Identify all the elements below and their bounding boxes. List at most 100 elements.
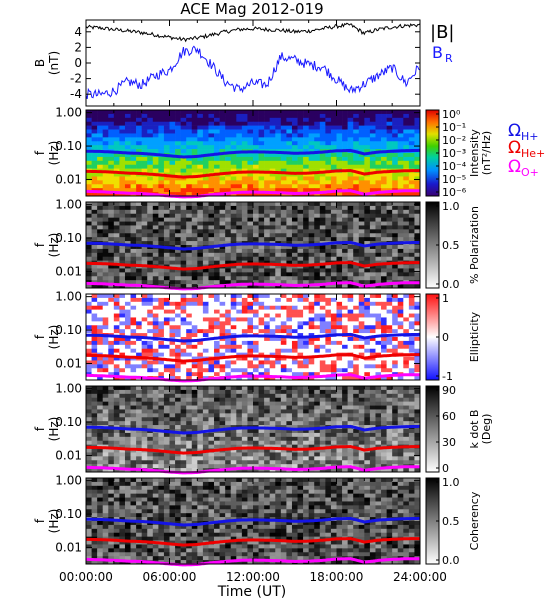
spectrogram-cell <box>130 133 137 138</box>
spectrogram-cell <box>158 276 165 281</box>
spectrogram-cell <box>158 364 165 369</box>
spectrogram-cell <box>392 317 399 322</box>
spectrogram-cell <box>319 340 326 346</box>
spectrogram-cell <box>280 389 287 395</box>
spectrogram-cell <box>403 329 410 334</box>
spectrogram-cell <box>86 360 92 365</box>
spectrogram-cell <box>414 294 421 299</box>
spectrogram-cell <box>358 180 365 185</box>
spectrogram-cell <box>175 137 181 142</box>
spectrogram-cell <box>219 313 226 318</box>
spectrogram-cell <box>303 209 309 215</box>
spectrogram-cell <box>286 217 293 222</box>
spectrogram-cell <box>342 153 348 158</box>
spectrogram-cell <box>403 272 410 277</box>
spectrogram-cell <box>86 137 92 142</box>
spectrogram-cell <box>258 348 265 353</box>
spectrogram-cell <box>319 117 326 123</box>
spectrogram-cell <box>241 368 248 373</box>
spectrogram-cell <box>236 329 243 334</box>
spectrogram-cell <box>308 160 315 166</box>
spectrogram-cell <box>247 156 254 162</box>
spectrogram-cell <box>308 252 315 258</box>
spectrogram-cell <box>119 368 126 373</box>
spectrogram-cell <box>319 172 326 177</box>
spectrogram-cell <box>325 429 332 434</box>
spectrogram-cell <box>347 309 354 314</box>
spectrogram-cell <box>286 164 293 169</box>
spectrogram-cell <box>97 164 103 169</box>
spectrogram-cell <box>303 429 309 434</box>
spectrogram-cell <box>202 393 209 399</box>
spectrogram-cell <box>414 321 421 326</box>
spectrogram-cell <box>342 284 348 289</box>
spectrogram-cell <box>358 337 365 342</box>
spectrogram-cell <box>191 389 198 395</box>
spectrogram-cell <box>236 280 243 285</box>
spectrogram-cell <box>414 184 421 189</box>
spectrogram-cell <box>241 121 248 126</box>
spectrogram-cell <box>186 397 193 402</box>
spectrogram-cell <box>169 137 176 142</box>
spectrogram-cell <box>197 229 204 234</box>
spectrogram-cell <box>236 245 243 250</box>
spectrogram-cell <box>397 248 404 254</box>
spectrogram-cell <box>214 368 220 373</box>
spectrogram-cell <box>152 405 159 410</box>
spectrogram-cell <box>308 386 315 391</box>
spectrogram-cell <box>108 184 115 189</box>
spectrogram-cell <box>386 121 393 126</box>
spectrogram-cell <box>364 313 371 318</box>
spectrogram-cell <box>275 141 282 146</box>
spectrogram-cell <box>197 268 204 273</box>
spectrogram-cell <box>308 248 315 254</box>
spectrogram-cell <box>241 180 248 185</box>
spectrogram-cell <box>169 321 176 326</box>
spectrogram-cell <box>230 184 237 189</box>
spectrogram-cell <box>136 217 142 222</box>
spectrogram-cell <box>392 129 399 134</box>
spectrogram-cell <box>286 360 293 365</box>
spectrogram-cell <box>163 268 170 273</box>
spectrogram-cell <box>258 188 265 193</box>
spectrogram-cell <box>152 252 159 258</box>
spectrogram-cell <box>314 137 321 142</box>
spectrogram-cell <box>175 340 181 346</box>
spectrogram-cell <box>219 301 226 307</box>
spectrogram-cell <box>258 133 265 138</box>
spectrogram-cell <box>303 272 309 277</box>
spectrogram-cell <box>381 213 387 218</box>
spectrogram-cell <box>314 405 321 410</box>
spectrogram-cell <box>358 368 365 373</box>
spectrogram-cell <box>236 393 243 399</box>
spectrogram-cell <box>369 241 376 246</box>
spectrogram-cell <box>364 149 371 154</box>
spectrogram-cell <box>136 248 142 254</box>
spectrogram-cell <box>91 192 98 197</box>
spectrogram-cell <box>130 245 137 250</box>
spectrogram-cell <box>291 256 298 261</box>
spectrogram-cell <box>219 276 226 281</box>
spectrogram-cell <box>286 432 293 438</box>
spectrogram-cell <box>369 297 376 303</box>
spectrogram-cell <box>342 213 348 218</box>
spectrogram-cell <box>414 156 421 162</box>
spectrogram-cell <box>392 340 399 346</box>
spectrogram-cell <box>381 301 387 307</box>
spectrogram-cell <box>163 344 170 350</box>
spectrogram-cell <box>91 229 98 234</box>
spectrogram-cell <box>269 176 276 181</box>
spectrogram-cell <box>119 202 126 207</box>
spectrogram-cell <box>297 413 304 418</box>
spectrogram-cell <box>286 429 293 434</box>
spectrogram-cell <box>175 294 181 299</box>
spectrogram-cell <box>308 172 315 177</box>
spectrogram-cell <box>152 248 159 254</box>
spectrogram-cell <box>364 337 371 342</box>
spectrogram-cell <box>325 409 332 414</box>
spectrogram-cell <box>236 386 243 391</box>
spectrogram-cell <box>147 309 154 314</box>
spectrogram-cell <box>392 421 399 426</box>
spectrogram-cell <box>403 376 410 381</box>
spectrogram-cell <box>347 313 354 318</box>
